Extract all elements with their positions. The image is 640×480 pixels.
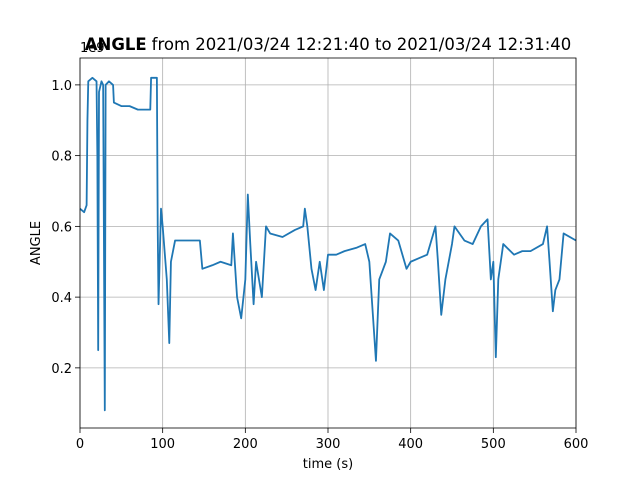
chart-title-bold: ANGLE [85, 35, 147, 54]
y-tick-label: 1.0 [51, 79, 72, 94]
ticks: 0 100 200 300 400 500 600 0.2 0.4 0.6 0.8 1.0 [51, 79, 588, 452]
y-tick-label: 0.8 [51, 150, 72, 165]
x-tick-label: 200 [233, 437, 258, 452]
data-line [79, 76, 577, 412]
plot-area [79, 76, 577, 412]
y-axis-label: ANGLE [29, 221, 44, 265]
x-tick-label: 300 [316, 437, 341, 452]
y-tick-label: 0.2 [51, 362, 72, 377]
grid [79, 58, 577, 428]
x-tick-label: 400 [398, 437, 423, 452]
y-tick-label: 0.4 [51, 291, 72, 306]
chart-title-rest: from 2021/03/24 12:21:40 to 2021/03/24 1… [152, 35, 572, 54]
x-tick-label: 0 [76, 437, 84, 452]
x-tick-label: 500 [481, 437, 506, 452]
x-axis-label: time (s) [303, 457, 353, 472]
x-tick-label: 100 [150, 437, 175, 452]
x-tick-label: 600 [564, 437, 589, 452]
y-offset-label: 1e9 [80, 41, 105, 56]
chart-title: ANGLE from 2021/03/24 12:21:40 to 2021/03… [85, 35, 572, 54]
y-tick-label: 0.6 [51, 220, 72, 235]
